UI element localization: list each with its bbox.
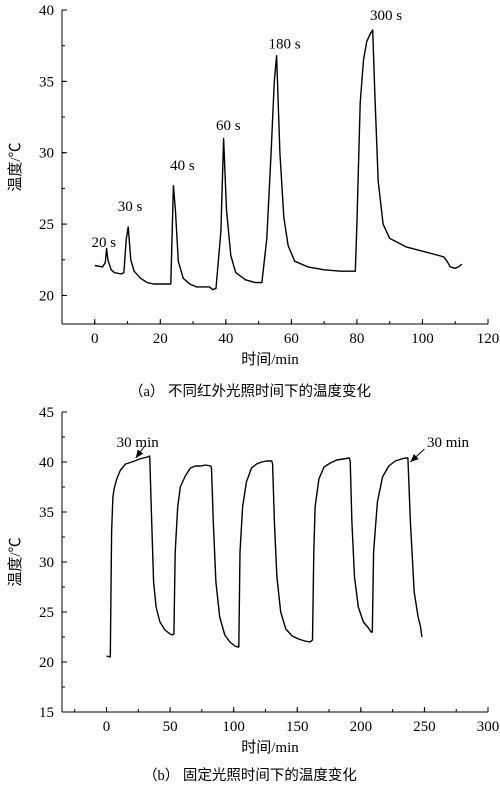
x-tick-label: 200 bbox=[350, 719, 373, 735]
y-axis-title: 温度/℃ bbox=[7, 142, 24, 191]
arrow-head bbox=[135, 449, 144, 458]
x-tick-label: 120 bbox=[477, 331, 500, 347]
annotation-label: 180 s bbox=[268, 37, 300, 53]
y-tick-label: 30 bbox=[39, 555, 54, 571]
series-line bbox=[106, 455, 423, 658]
caption-b: （b） 固定光照时间下的温度变化 bbox=[143, 767, 357, 784]
y-tick-label: 20 bbox=[39, 288, 54, 304]
x-tick-label: 300 bbox=[477, 719, 500, 735]
caption-a: （a） 不同红外光照时间下的温度变化 bbox=[129, 383, 371, 400]
x-tick-label: 0 bbox=[103, 719, 111, 735]
y-tick-label: 25 bbox=[39, 605, 54, 621]
annotation-label: 30 s bbox=[118, 199, 143, 215]
chart-a: 0 20 40 60 80 100 120 20 25 30 35 40 时间/min 温度/℃ 20 s 3… bbox=[7, 3, 499, 368]
y-tick-label: 40 bbox=[39, 3, 54, 19]
x-tick-label: 40 bbox=[218, 331, 233, 347]
x-tick-label: 60 bbox=[284, 331, 299, 347]
x-tick-label: 80 bbox=[349, 331, 364, 347]
x-tick-label: 0 bbox=[91, 331, 99, 347]
x-tick-label: 150 bbox=[286, 719, 309, 735]
y-tick-label: 40 bbox=[39, 455, 54, 471]
y-tick-label: 35 bbox=[39, 74, 54, 90]
x-axis-title: 时间/min bbox=[241, 739, 299, 756]
x-tick-label: 250 bbox=[413, 719, 436, 735]
y-tick-label: 30 bbox=[39, 146, 54, 162]
arrow-head bbox=[410, 453, 419, 462]
annotation-label: 30 min bbox=[427, 435, 470, 451]
x-tick-label: 20 bbox=[153, 331, 168, 347]
y-tick-label: 25 bbox=[39, 217, 54, 233]
chart-b: 0 50 100 150 200 250 300 15 20 25 30 35 40 45 时间/min 温度… bbox=[7, 405, 499, 756]
x-tick-label: 100 bbox=[222, 719, 245, 735]
annotation-label: 30 min bbox=[117, 435, 160, 451]
x-tick-label: 100 bbox=[411, 331, 434, 347]
x-tick-label: 50 bbox=[163, 719, 178, 735]
x-axis-title: 时间/min bbox=[241, 351, 299, 368]
annotation-label: 20 s bbox=[91, 235, 116, 251]
y-tick-label: 35 bbox=[39, 505, 54, 521]
y-axis-title: 温度/℃ bbox=[7, 537, 24, 586]
annotation-label: 300 s bbox=[370, 8, 402, 24]
y-tick-label: 15 bbox=[39, 705, 54, 721]
annotation-label: 40 s bbox=[170, 158, 195, 174]
y-tick-label: 20 bbox=[39, 655, 54, 671]
annotation-label: 60 s bbox=[216, 118, 241, 134]
y-tick-label: 45 bbox=[39, 405, 54, 421]
series-line bbox=[94, 29, 463, 291]
